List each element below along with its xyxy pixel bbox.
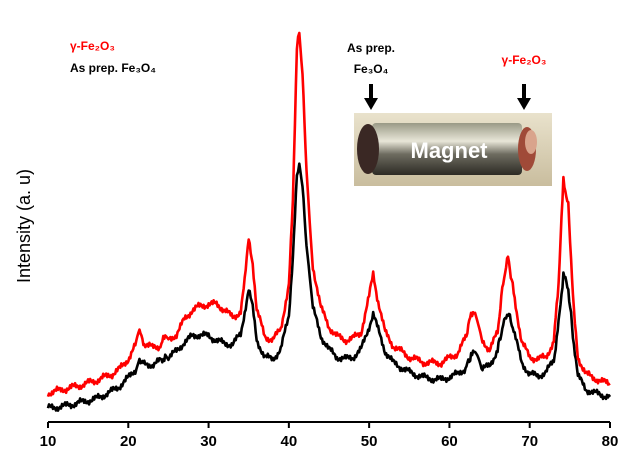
x-tick-label: 10	[40, 433, 57, 450]
x-axis-ticks: 10 20 30 40 50 60 70 80	[40, 422, 619, 450]
magnet-cylinder	[372, 123, 522, 175]
down-arrow-icon	[517, 84, 531, 110]
x-tick-label: 80	[602, 433, 619, 450]
x-tick-label: 70	[521, 433, 538, 450]
annotation-gamma-fe2o3-label: γ-Fe₂O₃	[502, 53, 547, 67]
magnet-label: Magnet	[411, 138, 489, 163]
legend-entry-gamma-fe2o3: γ-Fe₂O₃	[70, 39, 115, 53]
annotation-fe3o4-line2: Fe₃O₄	[354, 62, 389, 76]
y-axis-label: Intensity (a. u)	[14, 169, 34, 283]
legend-entry-fe3o4: As prep. Fe₃O₄	[70, 61, 156, 75]
x-tick-label: 40	[281, 433, 298, 450]
series-line-gamma-fe2o3	[46, 31, 611, 398]
x-tick-label: 50	[361, 433, 378, 450]
x-tick-label: 60	[441, 433, 458, 450]
x-tick-label: 30	[200, 433, 217, 450]
series-layer	[46, 31, 612, 412]
legend: γ-Fe₂O₃ As prep. Fe₃O₄	[70, 39, 156, 75]
magnet-photo: Magnet	[354, 113, 552, 186]
series-line-fe3o4	[46, 162, 612, 412]
x-tick-label: 20	[120, 433, 137, 450]
down-arrow-icon	[364, 84, 378, 110]
annotation-fe3o4-line1: As prep.	[347, 41, 395, 55]
annotation-fe3o4: As prep. Fe₃O₄	[347, 41, 395, 110]
annotation-gamma-fe2o3: γ-Fe₂O₃	[502, 53, 547, 110]
magnet-left-end-powder	[357, 124, 379, 174]
